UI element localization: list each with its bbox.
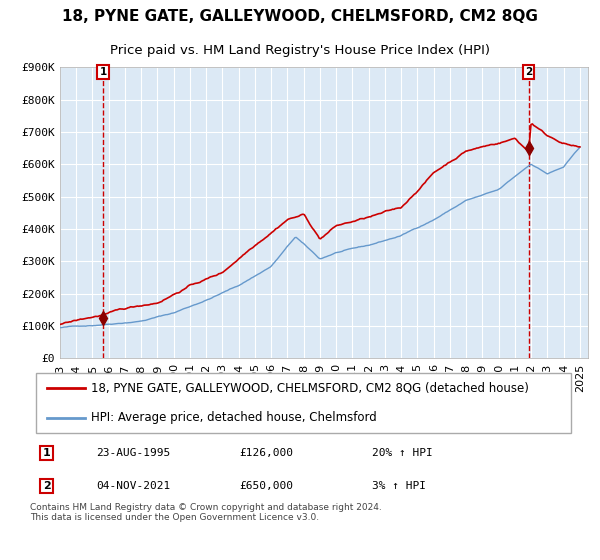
Text: 23-AUG-1995: 23-AUG-1995 — [96, 448, 170, 458]
FancyBboxPatch shape — [35, 373, 571, 433]
Text: 1: 1 — [43, 448, 50, 458]
Text: 04-NOV-2021: 04-NOV-2021 — [96, 481, 170, 491]
Text: 2: 2 — [43, 481, 50, 491]
Text: 20% ↑ HPI: 20% ↑ HPI — [372, 448, 433, 458]
Text: 3% ↑ HPI: 3% ↑ HPI — [372, 481, 426, 491]
Text: 18, PYNE GATE, GALLEYWOOD, CHELMSFORD, CM2 8QG (detached house): 18, PYNE GATE, GALLEYWOOD, CHELMSFORD, C… — [91, 382, 529, 395]
Text: 2: 2 — [525, 67, 532, 77]
Text: HPI: Average price, detached house, Chelmsford: HPI: Average price, detached house, Chel… — [91, 412, 376, 424]
Text: £126,000: £126,000 — [240, 448, 294, 458]
Text: Price paid vs. HM Land Registry's House Price Index (HPI): Price paid vs. HM Land Registry's House … — [110, 44, 490, 57]
Text: £650,000: £650,000 — [240, 481, 294, 491]
Text: 18, PYNE GATE, GALLEYWOOD, CHELMSFORD, CM2 8QG: 18, PYNE GATE, GALLEYWOOD, CHELMSFORD, C… — [62, 10, 538, 24]
Text: 1: 1 — [100, 67, 107, 77]
Text: Contains HM Land Registry data © Crown copyright and database right 2024.
This d: Contains HM Land Registry data © Crown c… — [30, 502, 382, 522]
